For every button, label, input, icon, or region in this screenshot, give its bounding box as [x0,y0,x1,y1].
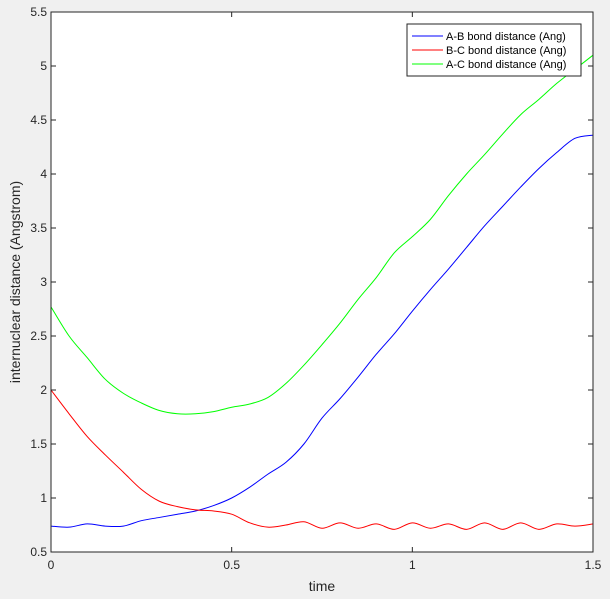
x-tick-label: 0 [48,558,55,572]
legend-label-3: A-C bond distance (Ang) [446,59,566,71]
axes-layer: 0 0.5 1 1.50.511.522.533.544.555.5 [30,5,601,572]
legend: A-B bond distance (Ang) B-C bond distance… [406,23,582,77]
series-layer [50,54,594,530]
y-tick-label: 4.5 [30,113,47,127]
x-tick-label: 1 [409,558,416,572]
series-line-1 [50,134,594,528]
y-tick-label: 4 [40,167,47,181]
legend-label-1: A-B bond distance (Ang) [446,31,566,43]
y-axis-label: internuclear distance (Angstrom) [7,181,23,383]
series-line-3 [50,54,594,415]
y-tick-label: 2.5 [30,329,47,343]
y-tick-label: 3.5 [30,221,47,235]
x-tick-label: 0.5 [223,558,240,572]
y-tick-label: 1.5 [30,437,47,451]
y-tick-label: 2 [40,383,47,397]
y-tick-label: 5.5 [30,5,47,19]
y-tick-label: 0.5 [30,545,47,559]
x-tick-label: 1.5 [585,558,602,572]
y-tick-label: 5 [40,59,47,73]
series-line-2 [50,389,594,530]
x-axis-label: time [309,578,336,594]
y-tick-label: 1 [40,491,47,505]
y-tick-label: 3 [40,275,47,289]
legend-label-2: B-C bond distance (Ang) [446,45,566,57]
plot-area [51,12,593,552]
